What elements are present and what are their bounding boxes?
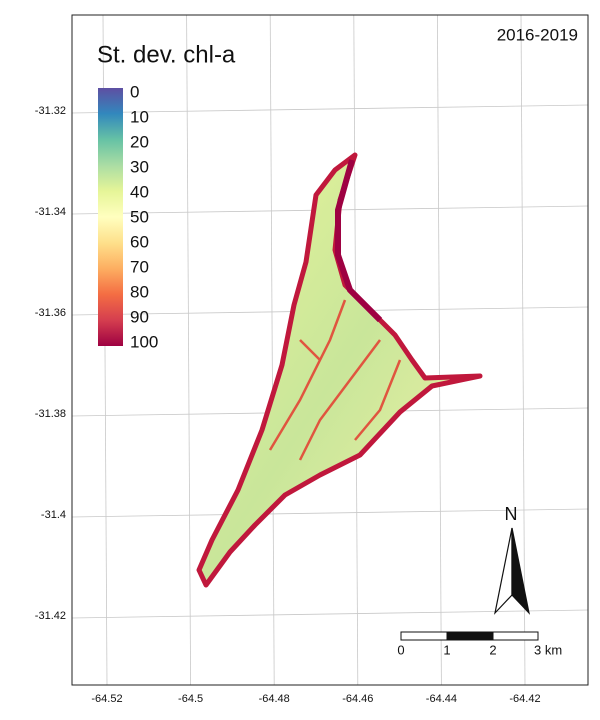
grid-line <box>71 104 589 114</box>
grid-line <box>437 14 442 686</box>
lon-label: -64.46 <box>342 693 373 705</box>
legend-label: 30 <box>130 157 149 176</box>
scale-label: 0 <box>397 642 404 657</box>
north-arrow <box>494 527 530 615</box>
frame <box>71 14 589 686</box>
coast-dense <box>335 159 383 323</box>
legend-label: 100 <box>130 332 158 351</box>
lat-label: -31.4 <box>41 509 66 521</box>
legend-label: 20 <box>130 132 149 151</box>
legend-label: 60 <box>130 232 149 251</box>
lon-label: -64.5 <box>178 693 203 705</box>
lat-label: -31.32 <box>35 105 66 117</box>
legend-label: 0 <box>130 82 139 101</box>
lon-label: -64.48 <box>259 693 290 705</box>
legend-label: 40 <box>130 182 149 201</box>
lon-label: -64.42 <box>509 693 540 705</box>
grid-line <box>186 14 191 686</box>
legend-label: 50 <box>130 207 149 226</box>
lon-label: -64.44 <box>426 693 457 705</box>
period: 2016-2019 <box>497 25 578 44</box>
grid-line <box>269 14 275 686</box>
legend-title: St. dev. chl-a <box>97 41 236 68</box>
north-label: N <box>505 504 518 524</box>
grid-line <box>71 609 589 619</box>
lon-label: -64.52 <box>91 693 122 705</box>
grid-line <box>71 508 589 518</box>
legend-label: 10 <box>130 107 149 126</box>
legend-label: 80 <box>130 282 149 301</box>
legend-label: 70 <box>130 257 149 276</box>
river-lines <box>268 299 402 461</box>
colorbar <box>98 88 123 346</box>
legend-label: 90 <box>130 307 149 326</box>
lat-label: -31.42 <box>35 610 66 622</box>
scale-label: 3 km <box>534 642 562 657</box>
lat-label: -31.36 <box>35 307 66 319</box>
grid-line <box>520 14 526 686</box>
lat-label: -31.34 <box>35 206 66 218</box>
lat-label: -31.38 <box>35 408 66 420</box>
scale-label: 1 <box>443 642 450 657</box>
scale-label: 2 <box>489 642 496 657</box>
scale-bar <box>400 631 539 641</box>
